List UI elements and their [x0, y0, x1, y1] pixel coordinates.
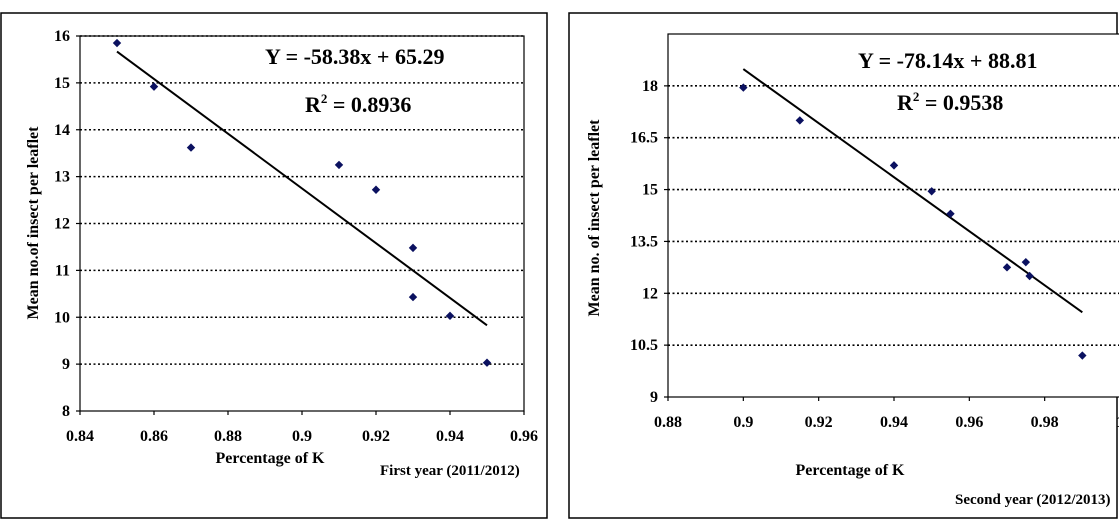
- y-tick-label: 12: [54, 216, 70, 233]
- y-tick-label: 16: [54, 28, 70, 45]
- x-tick-label: 0.96: [510, 428, 538, 445]
- y-axis-title-1: Mean no.of insect per leaflet: [25, 126, 42, 320]
- x-tick-label: 0.9: [292, 428, 312, 445]
- data-point: [889, 161, 899, 170]
- gridlines-2: [668, 85, 1119, 346]
- y-tick-label: 18: [642, 78, 658, 95]
- x-tick-label: 0.84: [66, 428, 94, 445]
- year-note-1: First year (2011/2012): [380, 463, 520, 479]
- x-tick-label: 0.92: [805, 414, 833, 431]
- data-point: [149, 82, 159, 91]
- x-tick-labels-2: 0.88 0.9 0.92 0.94 0.96 0.98 1: [654, 397, 1119, 431]
- x-tick-label: 0.98: [1031, 414, 1059, 431]
- data-point: [1021, 257, 1031, 267]
- data-point: [408, 292, 418, 302]
- chart-panel-1: 8 9 10 11 12 13 14 15 16 0.84 0.86 0.88 0.9 0.92 0.94…: [0, 12, 548, 519]
- data-point: [927, 187, 936, 196]
- r-squared-exp-1: 2: [321, 91, 328, 106]
- data-point: [482, 358, 492, 367]
- data-point: [739, 83, 748, 92]
- trendline-1: [116, 50, 488, 327]
- data-point: [334, 160, 344, 170]
- y-axis-title-2: Mean no. of insect per leaflet: [586, 119, 603, 317]
- data-point: [408, 243, 418, 253]
- y-tick-label: 15: [642, 182, 658, 199]
- x-tick-label: 0.9: [733, 414, 753, 431]
- y-tick-label: 14: [54, 122, 70, 139]
- year-note-2: Second year (2012/2013): [955, 492, 1111, 508]
- r-squared-r-1: R: [305, 92, 322, 117]
- data-points-2: [739, 83, 1087, 360]
- y-tick-label: 10.5: [630, 337, 658, 354]
- x-axis-title-1: Percentage of K: [216, 450, 326, 467]
- data-point: [445, 311, 455, 321]
- y-tick-label: 9: [62, 356, 70, 373]
- x-tick-label: 0.88: [214, 428, 242, 445]
- plot-area-2: [667, 33, 1119, 398]
- x-axis-title-2: Percentage of K: [796, 462, 906, 479]
- y-tick-label: 16.5: [630, 130, 658, 147]
- r-squared-label-1: R2 = 0.8936: [305, 91, 411, 117]
- x-tick-label: 0.88: [654, 414, 682, 431]
- equation-label-2: Y = -78.14x + 88.81: [858, 48, 1037, 73]
- data-points-1: [112, 38, 492, 367]
- gridlines-1: [80, 35, 524, 365]
- y-tick-label: 15: [54, 75, 70, 92]
- r-squared-value-2: = 0.9538: [919, 90, 1003, 115]
- x-tick-label: 1: [1116, 414, 1119, 431]
- y-tick-labels-2: 9 10.5 12 13.5 15 16.5 18: [630, 78, 668, 406]
- y-tick-label: 12: [642, 285, 658, 302]
- r-squared-label-2: R2 = 0.9538: [897, 89, 1003, 115]
- data-point: [1002, 263, 1012, 272]
- r-squared-value-1: = 0.8936: [327, 92, 411, 117]
- y-tick-label: 13: [54, 169, 70, 186]
- r-squared-r-2: R: [897, 90, 914, 115]
- data-point: [112, 38, 122, 48]
- x-tick-label: 0.94: [880, 414, 908, 431]
- data-point: [1025, 271, 1034, 281]
- data-point: [1078, 351, 1087, 360]
- data-point: [946, 209, 955, 218]
- x-tick-label: 0.96: [955, 414, 983, 431]
- x-tick-labels-1: 0.84 0.86 0.88 0.9 0.92 0.94 0.96: [66, 411, 538, 445]
- trendline-2: [742, 68, 1083, 314]
- r-squared-exp-2: 2: [913, 89, 920, 104]
- data-point: [795, 116, 805, 125]
- x-tick-label: 0.86: [140, 428, 168, 445]
- y-tick-label: 8: [62, 403, 70, 420]
- y-tick-label: 9: [650, 389, 658, 406]
- equation-label-1: Y = -58.38x + 65.29: [265, 44, 444, 69]
- x-tick-label: 0.92: [362, 428, 390, 445]
- y-tick-label: 13.5: [630, 233, 658, 250]
- x-tick-label: 0.94: [436, 428, 464, 445]
- data-point: [371, 185, 381, 194]
- y-tick-label: 11: [55, 262, 70, 279]
- y-tick-label: 10: [54, 309, 70, 326]
- y-tick-labels-1: 8 9 10 11 12 13 14 15 16: [54, 28, 80, 420]
- data-point: [186, 143, 196, 152]
